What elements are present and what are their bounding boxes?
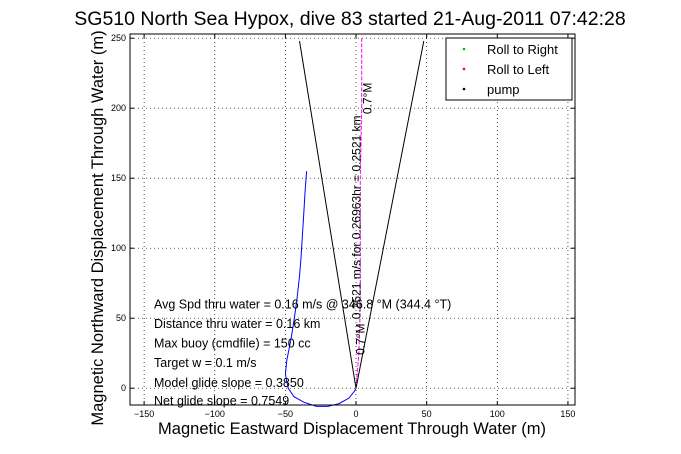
y-tick-label: 200 (111, 103, 126, 113)
annotations: Avg Spd thru water = 0.16 m/s @ 346.8 °M… (154, 83, 451, 408)
series-line-2 (299, 40, 425, 389)
annotation-text: Net glide slope = 0.7549 (154, 394, 289, 408)
y-tick-label: 100 (111, 243, 126, 253)
x-tick-label: 0 (354, 409, 359, 419)
annotation-text: Max buoy (cmdfile) = 150 cc (154, 337, 311, 351)
x-tick-label: 50 (422, 409, 432, 419)
annotation-text: Model glide slope = 0.3850 (154, 376, 304, 390)
axis-ticks: −150 −100 −50 0 50 100 150 0 50 100 150 200 250 (111, 33, 575, 419)
series-lines (284, 38, 425, 407)
x-tick-label: −150 (134, 409, 154, 419)
y-axis-label: Magnetic Northward Displacement Through … (89, 30, 107, 425)
chart-title: SG510 North Sea Hypox, dive 83 started 2… (74, 8, 625, 30)
vector-label: 0.2521 m/s for 0.26963hr = 0.2521 km (349, 115, 363, 319)
legend-label-roll-right: Roll to Right (487, 42, 558, 57)
legend-box (445, 37, 573, 101)
y-tick-label: 250 (111, 33, 126, 43)
legend: Roll to Right Roll to Left pump (445, 37, 573, 101)
series-line-1 (355, 38, 363, 389)
annotation-text: Avg Spd thru water = 0.16 m/s @ 346.8 °M… (154, 297, 451, 311)
vector-label: 0.7°M (354, 323, 368, 354)
x-axis-label: Magnetic Eastward Displacement Through W… (158, 420, 546, 438)
series-line-0 (284, 171, 357, 407)
x-tick-label: 150 (560, 409, 575, 419)
x-tick-label: −50 (278, 409, 293, 419)
legend-label-pump: pump (487, 82, 520, 97)
annotation-text: Target w = 0.1 m/s (154, 356, 256, 370)
y-tick-label: 50 (116, 313, 126, 323)
plot-area-frame (129, 33, 576, 406)
x-tick-label: −100 (205, 409, 225, 419)
y-tick-label: 0 (121, 383, 126, 393)
annotation-text: Distance thru water = 0.16 km (154, 317, 320, 331)
legend-marker-pump (462, 87, 466, 91)
vector-label: 0.7°M (361, 83, 375, 114)
legend-marker-roll-right (462, 47, 466, 51)
legend-marker-roll-left (462, 67, 466, 71)
y-tick-label: 150 (111, 173, 126, 183)
x-tick-label: 100 (490, 409, 505, 419)
legend-label-roll-left: Roll to Left (487, 62, 550, 77)
